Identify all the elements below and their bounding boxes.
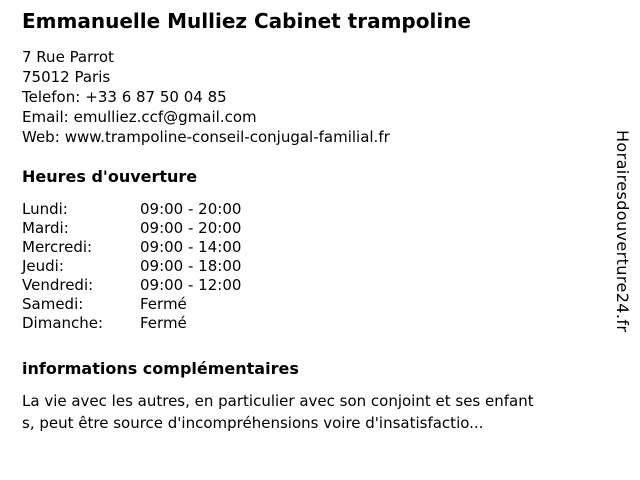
opening-hours-heading: Heures d'ouverture bbox=[22, 167, 198, 186]
day-label: Mercredi: bbox=[22, 238, 93, 256]
hours-row-saturday: Samedi: Fermé bbox=[22, 295, 640, 314]
page-title: Emmanuelle Mulliez Cabinet trampoline bbox=[22, 9, 471, 33]
phone-label: Telefon: bbox=[22, 88, 81, 106]
day-label: Jeudi: bbox=[22, 257, 64, 275]
phone-value: +33 6 87 50 04 85 bbox=[85, 88, 227, 106]
info-text-line-2: s, peut être source d'incompréhensions v… bbox=[22, 414, 484, 432]
address-city: 75012 Paris bbox=[22, 68, 111, 86]
hours-row-monday: Lundi: 09:00 - 20:00 bbox=[22, 200, 640, 219]
email-value: emulliez.ccf@gmail.com bbox=[73, 108, 257, 126]
website-value: www.trampoline-conseil-conjugal-familial… bbox=[64, 128, 390, 146]
hours-row-tuesday: Mardi: 09:00 - 20:00 bbox=[22, 219, 640, 238]
hours-row-sunday: Dimanche: Fermé bbox=[22, 314, 640, 333]
main-content: Emmanuelle Mulliez Cabinet trampoline 7 … bbox=[22, 9, 640, 434]
website-label: Web: bbox=[22, 128, 60, 146]
day-label: Vendredi: bbox=[22, 276, 94, 294]
hours-value: 09:00 - 18:00 bbox=[140, 257, 242, 275]
day-label: Lundi: bbox=[22, 200, 68, 218]
website-line: Web: www.trampoline-conseil-conjugal-fami… bbox=[22, 127, 640, 147]
day-label: Mardi: bbox=[22, 219, 69, 237]
email-line: Email: emulliez.ccf@gmail.com bbox=[22, 107, 640, 127]
hours-row-wednesday: Mercredi: 09:00 - 14:00 bbox=[22, 238, 640, 257]
hours-value: 09:00 - 12:00 bbox=[140, 276, 242, 294]
contact-block: 7 Rue Parrot 75012 Paris Telefon: +33 6 8… bbox=[22, 47, 640, 147]
hours-row-friday: Vendredi: 09:00 - 12:00 bbox=[22, 276, 640, 295]
hours-value: 09:00 - 20:00 bbox=[140, 219, 242, 237]
site-watermark: Horairesdouverture24.fr bbox=[613, 130, 632, 333]
additional-info-text: La vie avec les autres, en particulier a… bbox=[22, 390, 640, 434]
additional-info-heading: informations complémentaires bbox=[22, 359, 299, 378]
hours-row-thursday: Jeudi: 09:00 - 18:00 bbox=[22, 257, 640, 276]
address-street: 7 Rue Parrot bbox=[22, 48, 114, 66]
opening-hours-table: Lundi: 09:00 - 20:00 Mardi: 09:00 - 20:00 … bbox=[22, 200, 640, 333]
email-label: Email: bbox=[22, 108, 69, 126]
day-label: Samedi: bbox=[22, 295, 84, 313]
day-label: Dimanche: bbox=[22, 314, 104, 332]
info-text-line-1: La vie avec les autres, en particulier a… bbox=[22, 392, 534, 410]
hours-value: 09:00 - 20:00 bbox=[140, 200, 242, 218]
hours-value: Fermé bbox=[140, 295, 187, 313]
phone-line: Telefon: +33 6 87 50 04 85 bbox=[22, 87, 640, 107]
hours-value: Fermé bbox=[140, 314, 187, 332]
hours-value: 09:00 - 14:00 bbox=[140, 238, 242, 256]
